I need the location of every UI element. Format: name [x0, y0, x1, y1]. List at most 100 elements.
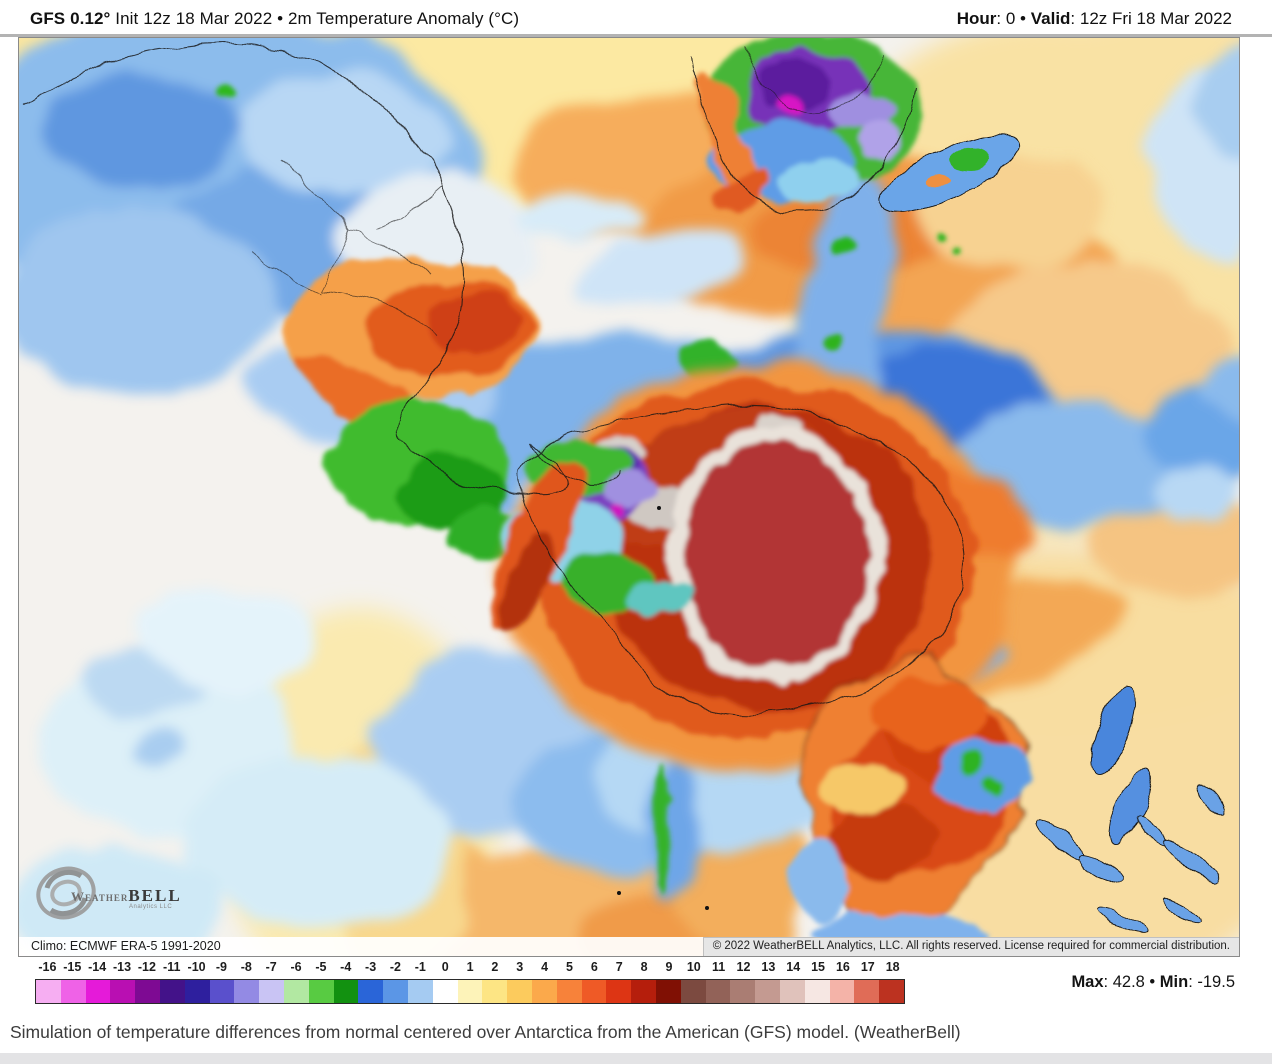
colorbar-cell [457, 980, 483, 1003]
colorbar-cell [705, 980, 731, 1003]
colorbar-tick-labels: -16 -15 -14 -13 -12 -11 -10 -9 -8 -7 -6 -5 -4 -3 -2 -1 0… [35, 960, 905, 977]
colorbar-tick: -14 [88, 960, 107, 974]
colorbar-cell [234, 980, 260, 1003]
colorbar-tick: 1 [466, 960, 474, 974]
valid-time: Hour: 0 • Valid: 12z Fri 18 Mar 2022 [957, 9, 1272, 29]
colorbar-cell [60, 980, 86, 1003]
bottom-strip [0, 1053, 1272, 1064]
colorbar-cell [184, 980, 210, 1003]
colorbar-cell [581, 980, 607, 1003]
colorbar-cell [655, 980, 681, 1003]
colorbar-tick: -13 [112, 960, 132, 974]
weatherbell-logo-text: WeatherBELL [71, 886, 182, 906]
colorbar-tick: 16 [835, 960, 850, 974]
colorbar-tick: -10 [187, 960, 206, 974]
max-min-readout: Max: 42.8 • Min: -19.5 [1071, 973, 1235, 992]
header-bar: GFS 0.12° Init 12z 18 Mar 2022 • 2m Temp… [0, 0, 1272, 37]
colorbar-tick: -16 [38, 960, 57, 974]
colorbar: -16 -15 -14 -13 -12 -11 -10 -9 -8 -7 -6 -5 -4 -3 -2 -1 0… [35, 960, 905, 1004]
colorbar-cell [110, 980, 136, 1003]
colorbar-cell [36, 980, 61, 1003]
colorbar-cell [507, 980, 532, 1003]
colorbar-tick: 4 [541, 960, 549, 974]
colorbar-tick: -9 [215, 960, 227, 974]
colorbar-cell [879, 980, 904, 1003]
colorbar-tick: -3 [365, 960, 377, 974]
colorbar-cell [407, 980, 433, 1003]
colorbar-tick: -8 [240, 960, 252, 974]
model-name: GFS 0.12° [30, 8, 111, 28]
max-value: : 42.8 [1103, 973, 1150, 991]
colorbar-cell [804, 980, 830, 1003]
colorbar-cell [308, 980, 334, 1003]
colorbar-cell [283, 980, 309, 1003]
min-value: : -19.5 [1188, 973, 1235, 991]
colorbar-cells [35, 979, 905, 1004]
colorbar-tick: 18 [885, 960, 900, 974]
colorbar-tick: 14 [786, 960, 801, 974]
colorbar-cell [779, 980, 805, 1003]
colorbar-tick: -1 [414, 960, 426, 974]
bullet-separator: • [1020, 8, 1031, 28]
colorbar-cell [358, 980, 384, 1003]
weatherbell-logo: WeatherBELL Analytics LLC [33, 860, 223, 930]
anomaly-map-canvas [19, 38, 1239, 956]
colorbar-cell [606, 980, 632, 1003]
hour-label: Hour [956, 8, 997, 28]
maxmin-bullet: • [1149, 973, 1160, 991]
valid-label: Valid [1030, 8, 1071, 28]
copyright-note: © 2022 WeatherBELL Analytics, LLC. All r… [702, 937, 1239, 956]
colorbar-cell [383, 980, 408, 1003]
weatherbell-swirl-icon [36, 866, 96, 920]
colorbar-tick: -15 [63, 960, 82, 974]
colorbar-cell [259, 980, 284, 1003]
colorbar-cell [854, 980, 880, 1003]
weather-map: WeatherBELL Analytics LLC Climo: ECMWF E… [18, 37, 1240, 957]
colorbar-tick: 17 [860, 960, 875, 974]
colorbar-tick: 10 [686, 960, 701, 974]
colorbar-cell [209, 980, 235, 1003]
climo-note: Climo: ECMWF ERA-5 1991-2020 [19, 937, 721, 956]
colorbar-tick: -12 [137, 960, 156, 974]
colorbar-tick: 3 [516, 960, 524, 974]
hour-value: : 0 [996, 8, 1021, 28]
colorbar-tick: -5 [315, 960, 327, 974]
colorbar-cell [556, 980, 582, 1003]
colorbar-tick: -4 [340, 960, 352, 974]
logo-bell-text: BELL [128, 886, 182, 905]
colorbar-tick: -7 [265, 960, 277, 974]
colorbar-tick: 6 [590, 960, 598, 974]
colorbar-cell [730, 980, 756, 1003]
colorbar-cell [135, 980, 160, 1003]
min-label: Min [1159, 973, 1189, 991]
model-init-info: Init 12z 18 Mar 2022 • 2m Temperature An… [110, 8, 520, 28]
model-title: GFS 0.12° Init 12z 18 Mar 2022 • 2m Temp… [0, 9, 519, 29]
colorbar-tick: 13 [761, 960, 776, 974]
max-label: Max [1071, 973, 1104, 991]
colorbar-tick: -2 [389, 960, 402, 974]
colorbar-tick: 11 [712, 960, 726, 974]
image-caption: Simulation of temperature differences fr… [0, 1013, 1272, 1055]
colorbar-tick: 9 [665, 960, 673, 974]
colorbar-cell [829, 980, 855, 1003]
colorbar-tick: -6 [290, 960, 302, 974]
colorbar-tick: 0 [441, 960, 449, 974]
color-scale-row: -16 -15 -14 -13 -12 -11 -10 -9 -8 -7 -6 -5 -4 -3 -2 -1 0… [0, 957, 1272, 1013]
colorbar-cell [755, 980, 780, 1003]
colorbar-cell [159, 980, 185, 1003]
colorbar-tick: 12 [736, 960, 751, 974]
colorbar-cell [482, 980, 508, 1003]
colorbar-tick: 8 [640, 960, 648, 974]
colorbar-cell [631, 980, 656, 1003]
colorbar-cell [680, 980, 706, 1003]
logo-weather-text: Weather [71, 889, 129, 904]
colorbar-tick: 15 [811, 960, 826, 974]
colorbar-cell [531, 980, 557, 1003]
colorbar-tick: 7 [615, 960, 623, 974]
colorbar-cell [432, 980, 458, 1003]
colorbar-cell [333, 980, 359, 1003]
colorbar-tick: 5 [566, 960, 573, 974]
valid-value: : 12z Fri 18 Mar 2022 [1070, 8, 1232, 28]
logo-subtext: Analytics LLC [129, 904, 173, 910]
